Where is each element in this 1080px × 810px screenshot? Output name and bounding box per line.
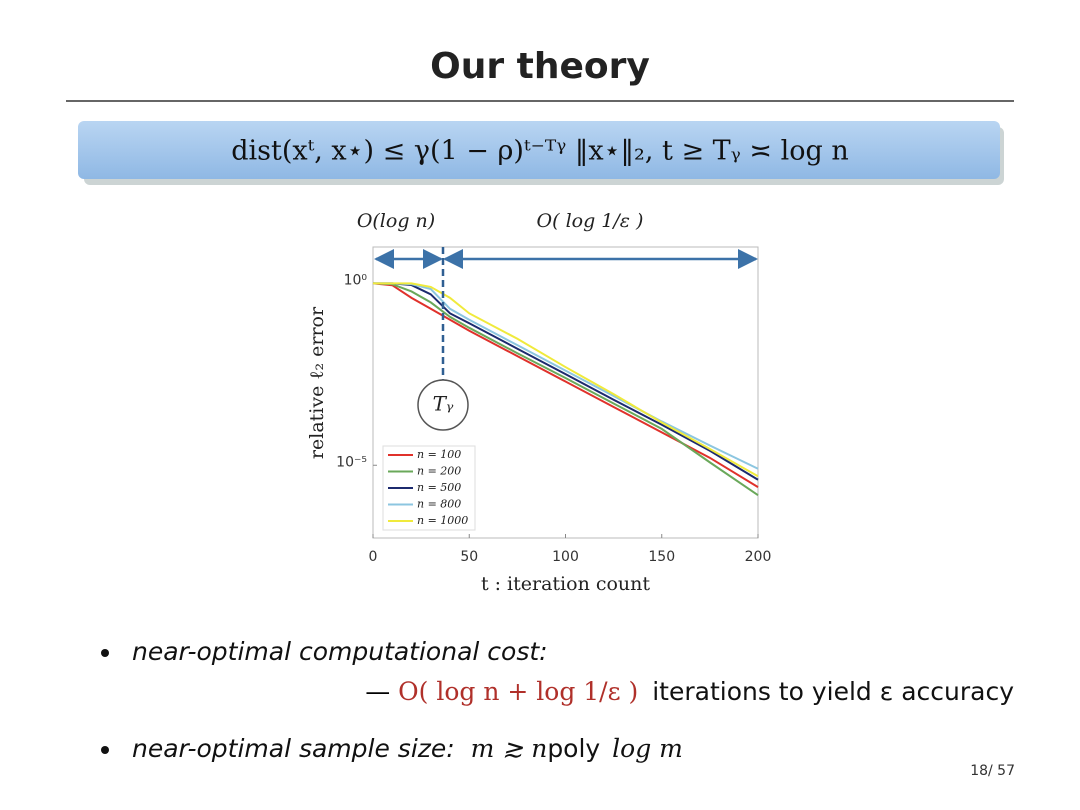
y-tick-label: 10⁻⁵: [336, 454, 367, 470]
annotation: Tᵧ: [433, 392, 454, 416]
bullet-line: near-optimal sample size: m ≳ npoly log …: [132, 734, 683, 764]
bullet-dot: [101, 649, 109, 657]
x-tick-label: 100: [552, 549, 579, 565]
x-tick-label: 0: [369, 549, 378, 565]
page-number: 18/ 57: [970, 763, 1015, 779]
line-series: [372, 282, 759, 489]
legend-label: n = 200: [417, 465, 461, 478]
sample-formula-tail: log m: [612, 734, 683, 763]
sample-formula: m ≳ n: [471, 734, 548, 763]
legend-label: n = 800: [417, 498, 461, 511]
cost-text: iterations to yield ε accuracy: [652, 677, 1014, 706]
bullet-label: near-optimal computational cost:: [132, 637, 548, 666]
x-axis-label: t : iteration count: [481, 573, 650, 595]
y-axis-label: relative ℓ₂ error: [306, 306, 328, 459]
annotation: O(log n): [357, 210, 435, 232]
x-tick-label: 150: [648, 549, 675, 565]
bullet-dot: [101, 746, 109, 754]
cost-formula: O( log n + log 1/ε ): [398, 677, 638, 706]
chart: 0 50 100 150 200 10⁰ 10⁻⁵ t : iteration count re…: [306, 210, 771, 595]
legend-label: n = 500: [417, 481, 461, 494]
sample-text: poly: [547, 734, 600, 763]
x-tick-label: 50: [460, 549, 478, 565]
bullet-label: near-optimal sample size:: [132, 734, 455, 763]
x-tick-label: 200: [745, 549, 772, 565]
dash: —: [365, 677, 390, 706]
annotation-circle: [417, 379, 469, 431]
theorem-formula: dist(xᵗ, x⋆) ≤ γ(1 − ρ)ᵗ⁻ᵀᵞ ‖x⋆‖₂, t ≥ T…: [231, 136, 849, 167]
legend-label: n = 1000: [417, 514, 468, 527]
annotation: O( log 1/ε ): [537, 210, 644, 232]
theorem-box: [78, 121, 1000, 179]
bullet-detail: — O( log n + log 1/ε ) iterations to yie…: [365, 677, 1014, 707]
legend-label: n = 100: [417, 448, 461, 461]
y-tick-label: 10⁰: [344, 272, 368, 288]
line-series: [373, 282, 759, 478]
line-series: [372, 282, 759, 497]
slide-title: Our theory: [430, 46, 650, 87]
